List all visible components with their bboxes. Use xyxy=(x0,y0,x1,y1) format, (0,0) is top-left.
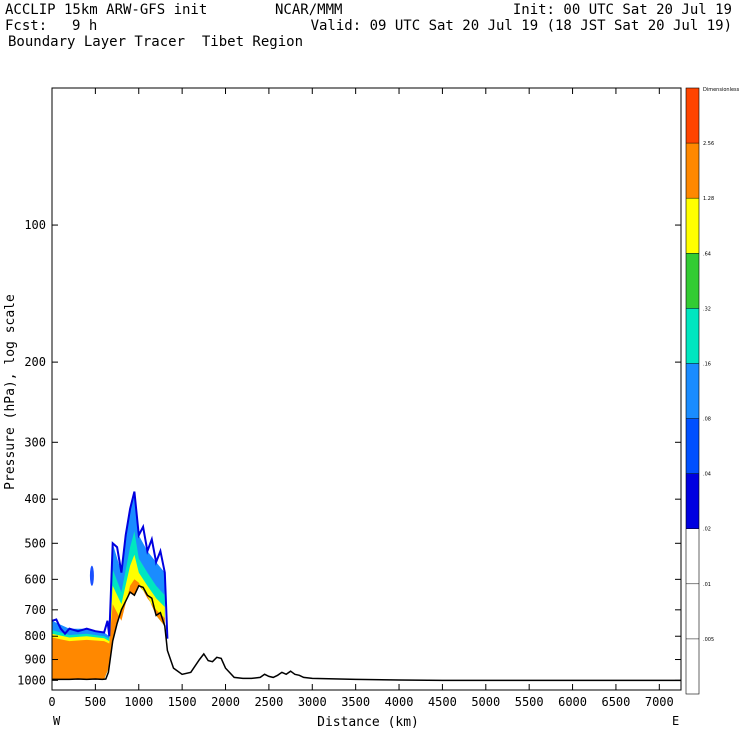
forecast-label: Fcst: xyxy=(5,18,48,34)
y-tick-label: 800 xyxy=(24,629,46,643)
model-title: ACCLIP 15km ARW-GFS init xyxy=(5,2,208,18)
plot-area: 0 500 1000 1500 2000 2500 3000 3500 4000 4500 5000… xyxy=(17,87,682,709)
y-tick-label: 600 xyxy=(24,572,46,586)
colorbar-label: .02 xyxy=(703,527,711,533)
y-tick-label: 500 xyxy=(24,536,46,550)
x-tick-label: 2500 xyxy=(254,695,283,709)
y-tick-label: 700 xyxy=(24,603,46,617)
tracer-top-outline xyxy=(51,491,169,639)
y-tick-label: 300 xyxy=(24,435,46,449)
x-tick-label: 1000 xyxy=(124,695,153,709)
colorbar-label: .64 xyxy=(703,251,711,257)
x-end-label-east: E xyxy=(672,714,679,728)
plot-frame xyxy=(51,87,682,691)
x-end-label-west: W xyxy=(53,714,61,728)
y-axis-title: Pressure (hPa), log scale xyxy=(3,294,18,490)
y-tick-label: 400 xyxy=(24,492,46,506)
x-tick-label: 5500 xyxy=(515,695,544,709)
center-name: NCAR/MMM xyxy=(275,2,343,18)
colorbar-cell xyxy=(686,528,699,584)
x-tick-label: 1500 xyxy=(168,695,197,709)
x-tick-label: 3000 xyxy=(298,695,327,709)
x-tick-label: 6500 xyxy=(601,695,630,709)
x-tick-label: 6000 xyxy=(558,695,587,709)
tracer-region-p01 xyxy=(52,491,165,680)
field-title: Boundary Layer Tracer Tibet Region xyxy=(8,34,304,50)
x-tick-label: 0 xyxy=(48,695,55,709)
colorbar-cell xyxy=(686,308,699,364)
colorbar-label: 2.56 xyxy=(703,141,714,147)
colorbar-label: .01 xyxy=(703,582,711,588)
colorbar-cell xyxy=(686,143,699,199)
y-tick-label: 200 xyxy=(24,355,46,369)
colorbar-label: 1.28 xyxy=(703,196,714,202)
colorbar-cell xyxy=(686,88,699,144)
valid-time: Valid: 09 UTC Sat 20 Jul 19 (18 JST Sat … xyxy=(310,18,732,34)
init-time: Init: 00 UTC Sat 20 Jul 19 xyxy=(512,2,732,18)
colorbar-cell xyxy=(686,363,699,419)
y-tick-label: 100 xyxy=(24,218,46,232)
colorbar-cell xyxy=(686,638,699,694)
colorbar-label: .005 xyxy=(703,637,714,643)
y-tick-label: 900 xyxy=(24,653,46,667)
x-tick-label: 500 xyxy=(85,695,107,709)
colorbar-label: .04 xyxy=(703,472,711,478)
isolated-tracer-blob xyxy=(89,565,94,586)
colorbar-label: .32 xyxy=(703,306,711,312)
colorbar-cell xyxy=(686,583,699,639)
colorbar-label: .08 xyxy=(703,417,711,423)
x-tick-label: 5000 xyxy=(471,695,500,709)
x-tick-label: 7000 xyxy=(645,695,674,709)
colorbar-cell xyxy=(686,418,699,474)
x-tick-label: 4000 xyxy=(385,695,414,709)
x-tick-label: 4500 xyxy=(428,695,457,709)
colorbar-cell xyxy=(686,253,699,309)
colorbar-frame xyxy=(685,87,700,695)
y-tick-label: 1000 xyxy=(17,673,46,687)
colorbar-label: .16 xyxy=(703,361,711,367)
colorbar-cell xyxy=(686,198,699,254)
colorbar-cell xyxy=(686,473,699,529)
x-tick-label: 2000 xyxy=(211,695,240,709)
x-tick-label: 3500 xyxy=(341,695,370,709)
terrain-line xyxy=(52,584,681,682)
tracer-region-1p28 xyxy=(52,579,165,680)
colorbar-title: Dimensionless xyxy=(703,87,740,93)
x-axis-title: Distance (km) xyxy=(317,715,419,730)
colorbar: 2.56 1.28 .64 .32 .16 .08 .04 .02 .01 .005 Dimensi… xyxy=(685,87,740,695)
forecast-hours: 9 h xyxy=(72,18,98,34)
